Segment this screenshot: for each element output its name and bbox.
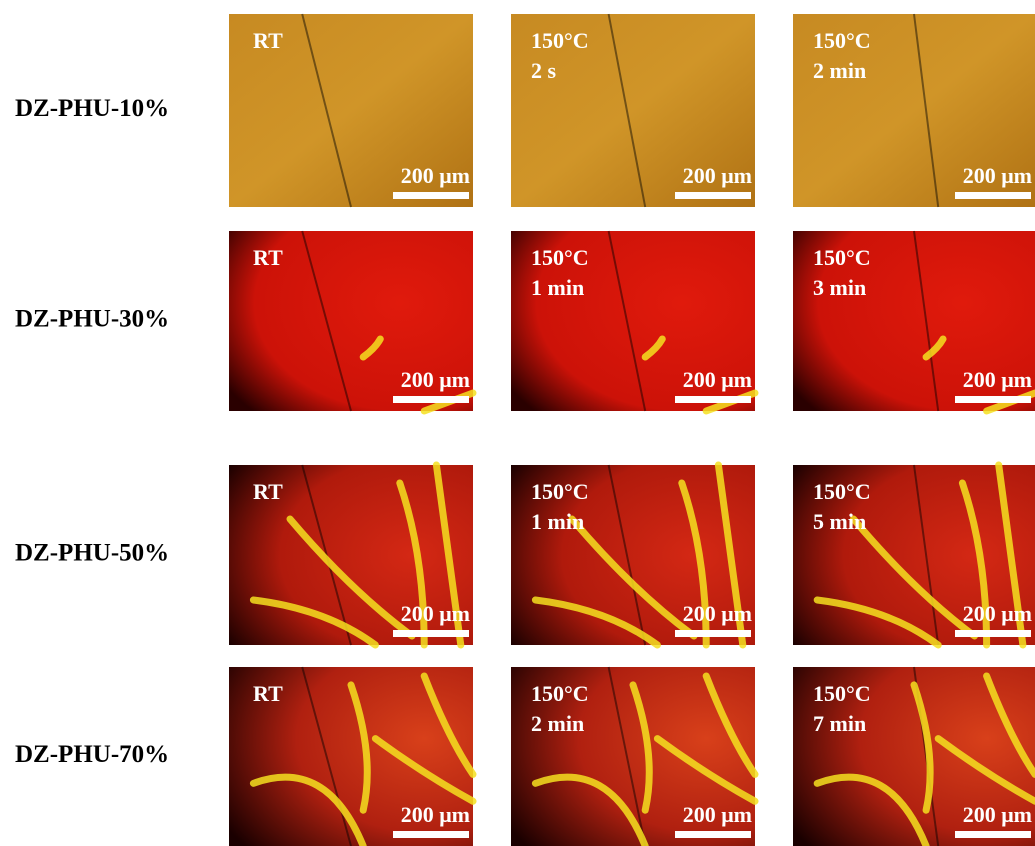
condition-label: RT — [253, 245, 283, 270]
condition-label: 150°C — [813, 479, 871, 504]
scale-bar — [955, 630, 1031, 637]
micrograph-panel: RT 200 μm — [229, 231, 473, 411]
condition-label: 150°C — [813, 245, 871, 270]
micrograph-panel: 150°C 1 min 200 μm — [511, 465, 755, 645]
scale-bar — [675, 192, 751, 199]
micrograph-panel: RT 200 μm — [229, 667, 473, 846]
scale-bar-label: 200 μm — [683, 802, 752, 827]
scale-bar — [393, 831, 469, 838]
scale-bar-label: 200 μm — [401, 802, 470, 827]
scale-bar-label: 200 μm — [963, 802, 1032, 827]
micrograph-panel: 150°C 1 min 200 μm — [511, 231, 755, 411]
condition-label: 1 min — [531, 509, 584, 534]
micrograph-panel: RT 200 μm — [229, 465, 473, 645]
scale-bar — [955, 396, 1031, 403]
row-label: DZ-PHU-30% — [15, 306, 169, 333]
condition-label: 150°C — [531, 681, 589, 706]
scale-bar — [393, 396, 469, 403]
condition-label: 150°C — [531, 28, 589, 53]
micrograph-panel: 150°C 2 min 200 μm — [511, 667, 755, 846]
scale-bar-label: 200 μm — [963, 367, 1032, 392]
scale-bar — [955, 192, 1031, 199]
condition-label: 7 min — [813, 711, 866, 736]
scale-bar-label: 200 μm — [683, 163, 752, 188]
scale-bar — [675, 831, 751, 838]
micrograph-panel: 150°C 2 s 200 μm — [511, 14, 755, 207]
micrograph-panel: RT 200 μm — [229, 14, 473, 207]
micrograph-panel: 150°C 7 min 200 μm — [793, 667, 1035, 846]
row-label: DZ-PHU-50% — [15, 540, 169, 567]
row-label: DZ-PHU-70% — [15, 741, 169, 768]
condition-label: RT — [253, 681, 283, 706]
condition-label: 150°C — [813, 681, 871, 706]
micrograph-panel: 150°C 5 min 200 μm — [793, 465, 1035, 645]
condition-label: 150°C — [813, 28, 871, 53]
row-label: DZ-PHU-10% — [15, 95, 169, 122]
condition-label: RT — [253, 28, 283, 53]
scale-bar-label: 200 μm — [963, 601, 1032, 626]
scale-bar-label: 200 μm — [401, 367, 470, 392]
condition-label: 3 min — [813, 275, 866, 300]
scale-bar — [675, 396, 751, 403]
condition-label: 2 min — [813, 58, 866, 83]
scale-bar-label: 200 μm — [401, 163, 470, 188]
scale-bar-label: 200 μm — [963, 163, 1032, 188]
scale-bar — [675, 630, 751, 637]
micrograph-panel: 150°C 3 min 200 μm — [793, 231, 1035, 411]
condition-label: 150°C — [531, 479, 589, 504]
micrograph-panel: 150°C 2 min 200 μm — [793, 14, 1035, 207]
condition-label: 150°C — [531, 245, 589, 270]
figure: DZ-PHU-10% RT 200 μm 150°C 2 s 200 μm 150°C 2 m… — [0, 0, 1035, 846]
scale-bar — [393, 630, 469, 637]
condition-label: 2 s — [531, 58, 557, 83]
condition-label: 5 min — [813, 509, 866, 534]
scale-bar — [393, 192, 469, 199]
scale-bar — [955, 831, 1031, 838]
scale-bar-label: 200 μm — [683, 601, 752, 626]
condition-label: RT — [253, 479, 283, 504]
condition-label: 2 min — [531, 711, 584, 736]
scale-bar-label: 200 μm — [401, 601, 470, 626]
condition-label: 1 min — [531, 275, 584, 300]
scale-bar-label: 200 μm — [683, 367, 752, 392]
